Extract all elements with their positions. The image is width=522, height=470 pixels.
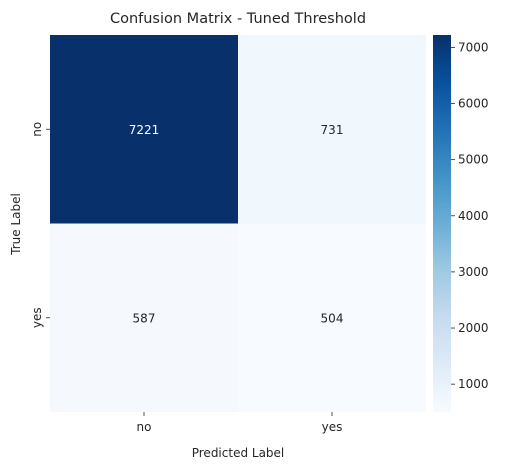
y-axis-label: True Label — [9, 193, 23, 256]
colorbar-tick-label: 3000 — [458, 265, 489, 279]
heatmap-cell-labels: 7221 731 587 504 — [129, 123, 344, 326]
heatmap-cell — [50, 35, 238, 224]
heatmap-cell — [50, 223, 238, 412]
colorbar-tick-label: 2000 — [458, 321, 489, 335]
cell-value-label: 504 — [321, 311, 344, 325]
heatmap-cells — [50, 35, 426, 412]
heatmap-cell — [238, 35, 426, 224]
colorbar-tick-label: 5000 — [458, 153, 489, 167]
colorbar — [433, 35, 451, 412]
cell-value-label: 731 — [321, 123, 344, 137]
x-axis: no yes — [137, 412, 343, 434]
x-tick-label: yes — [322, 420, 343, 434]
cell-value-label: 587 — [133, 311, 156, 325]
colorbar-tick-label: 7000 — [458, 40, 489, 54]
y-tick-label: yes — [30, 307, 44, 328]
colorbar-tick-label: 6000 — [458, 97, 489, 111]
y-axis: no yes — [30, 122, 50, 328]
colorbar-ticks: 1000 2000 3000 4000 5000 6000 7000 — [451, 40, 489, 391]
heatmap-cell — [238, 223, 426, 412]
cell-value-label: 7221 — [129, 123, 160, 137]
chart-title: Confusion Matrix - Tuned Threshold — [110, 11, 366, 27]
colorbar-tick-label: 4000 — [458, 209, 489, 223]
colorbar-tick-label: 1000 — [458, 377, 489, 391]
x-axis-label: Predicted Label — [192, 446, 285, 460]
y-tick-label: no — [30, 122, 44, 137]
x-tick-label: no — [137, 420, 152, 434]
